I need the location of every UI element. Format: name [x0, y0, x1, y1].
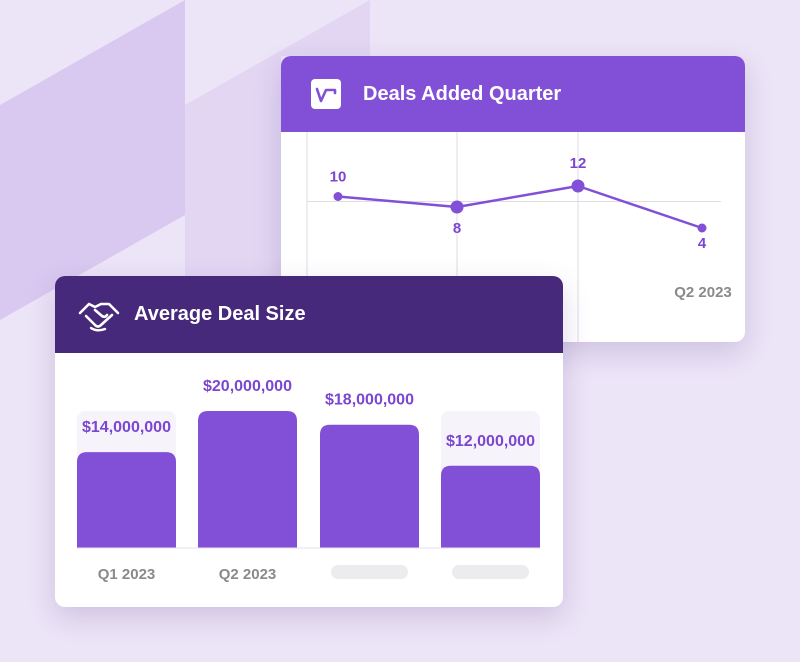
deals-added-title: Deals Added Quarter	[363, 83, 562, 105]
point-label: 8	[453, 220, 461, 237]
x-tick-label: Q2 2023	[219, 566, 277, 583]
x-tick-label: Q1 2023	[98, 566, 156, 583]
series-line-deals	[337, 184, 703, 230]
average-deal-size-header: Average Deal Size	[55, 276, 563, 353]
bar-value-label: $12,000,000	[446, 433, 535, 450]
x-tick-placeholder	[452, 565, 529, 579]
bar-value-label: $20,000,000	[203, 378, 292, 395]
bar-chart: $14,000,000 Q1 2023 $20,000,000 Q2 2023 $18,…	[77, 378, 540, 583]
data-point	[697, 223, 707, 233]
deals-added-header: Deals Added Quarter	[281, 56, 745, 132]
data-point	[450, 200, 464, 214]
handshake-icon	[78, 302, 120, 332]
data-point	[571, 179, 585, 193]
bar	[77, 452, 176, 548]
bar-value-label: $14,000,000	[82, 419, 171, 436]
point-label: 4	[698, 235, 707, 252]
point-label: 10	[330, 169, 347, 186]
bar-value-label: $18,000,000	[325, 392, 414, 409]
data-point	[333, 192, 343, 201]
point-label: 12	[570, 155, 587, 172]
line-chart-icon	[311, 79, 341, 109]
bar	[198, 411, 297, 548]
bar	[441, 465, 540, 548]
x-tick-label: Q2 2023	[674, 284, 732, 301]
line-chart: 10 8 12 4 Q2 2023	[306, 132, 732, 342]
x-tick-placeholder	[331, 565, 408, 579]
average-deal-size-card: Average Deal Size $14,000,000 Q1 2023 $20,…	[55, 276, 563, 607]
bar	[320, 424, 419, 548]
average-deal-size-title: Average Deal Size	[134, 303, 306, 325]
